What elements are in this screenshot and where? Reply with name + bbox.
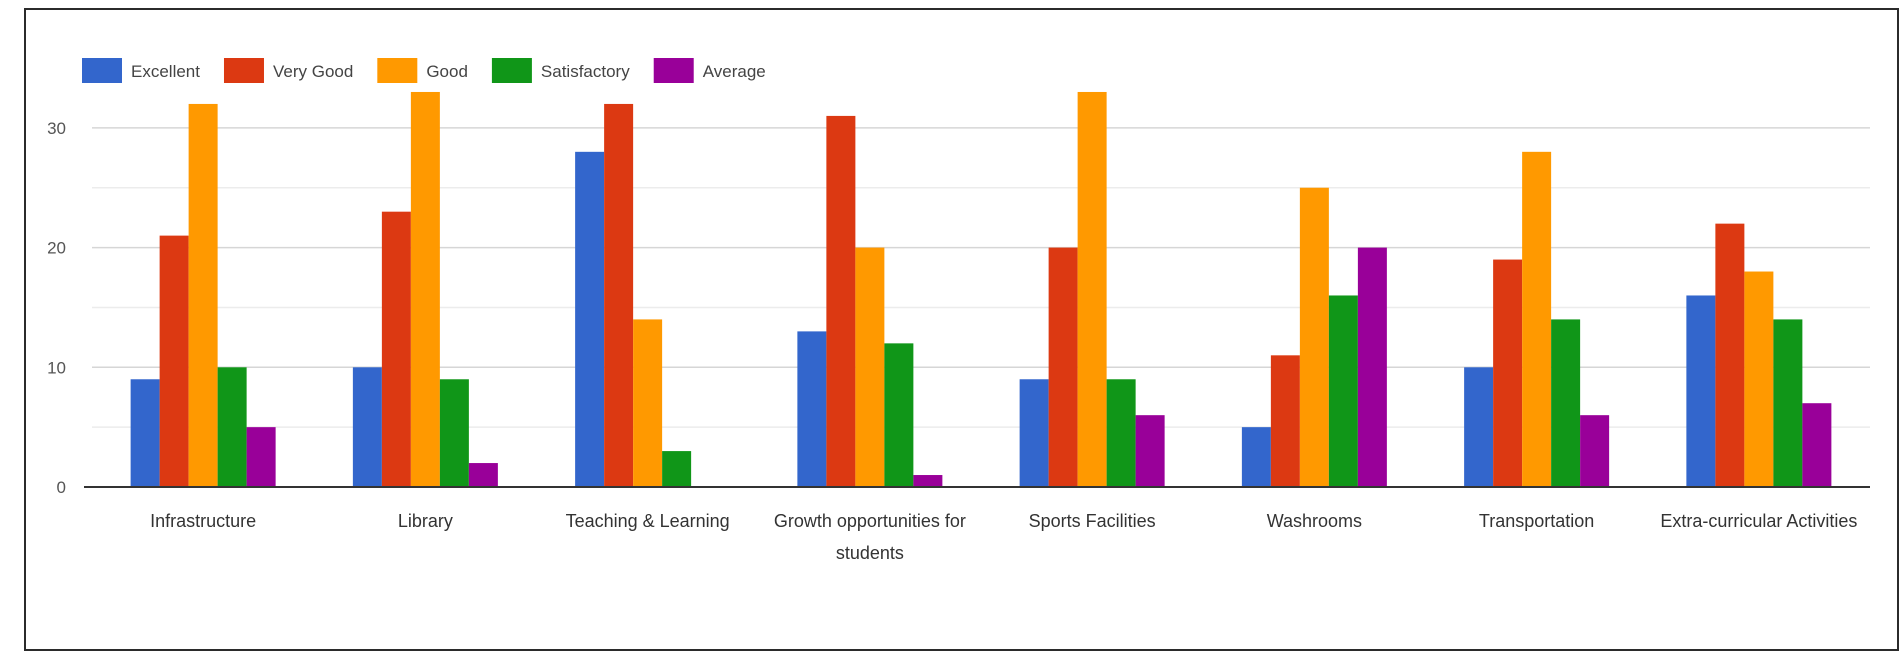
bar [1580, 415, 1610, 487]
legend-label: Good [426, 62, 468, 81]
x-tick-label: Extra-curricular Activities [1660, 511, 1857, 531]
bar [604, 103, 634, 488]
bar [468, 463, 498, 487]
chart-frame [24, 8, 1899, 651]
bar [439, 379, 469, 487]
bar [188, 103, 218, 488]
legend-item: Very Good [223, 58, 353, 83]
bar [1493, 259, 1523, 487]
x-tick-label: Transportation [1479, 511, 1594, 531]
bar [130, 379, 160, 487]
bars [130, 91, 1832, 488]
legend-label: Very Good [273, 62, 353, 81]
bar [1299, 187, 1329, 487]
bar [1135, 415, 1165, 487]
legend-swatch [491, 58, 532, 83]
bar [1744, 271, 1774, 487]
y-axis-ticks: 0 10 20 30 [47, 119, 66, 497]
bar [913, 475, 943, 487]
bar [1802, 403, 1832, 487]
x-tick-label: Sports Facilities [1029, 511, 1156, 531]
bar [1019, 379, 1049, 487]
y-tick-label: 10 [47, 358, 66, 377]
bar [352, 367, 382, 487]
bar [855, 247, 885, 487]
legend-swatch [653, 58, 694, 83]
legend-swatch [377, 58, 418, 83]
y-tick-label: 20 [47, 239, 66, 258]
bar [1715, 223, 1745, 487]
legend: Excellent Very Good Good Satisfactory Averag… [82, 58, 766, 83]
bar [410, 91, 440, 488]
bar [1328, 295, 1358, 487]
x-tick-label: Growth opportunities for [774, 511, 966, 531]
x-tick-label: Teaching & Learning [566, 511, 730, 531]
y-tick-label: 30 [47, 119, 66, 138]
bar [1551, 319, 1581, 487]
bar [1048, 247, 1078, 487]
bar [1270, 355, 1300, 487]
legend-item: Satisfactory [491, 58, 630, 83]
bar [217, 367, 247, 487]
bar [1077, 91, 1107, 488]
bar [662, 451, 692, 487]
legend-item: Average [653, 58, 766, 83]
bar [575, 151, 605, 487]
category-labels: Infrastructure Library Teaching & Learning… [150, 511, 1857, 563]
bar [826, 115, 856, 487]
x-tick-label: students [836, 543, 904, 563]
bar [1464, 367, 1494, 487]
legend-label: Average [703, 62, 766, 81]
x-tick-label: Infrastructure [150, 511, 256, 531]
x-tick-label: Washrooms [1267, 511, 1362, 531]
bar [381, 211, 411, 488]
bar [884, 343, 914, 487]
legend-swatch [82, 58, 122, 83]
bar [1522, 151, 1552, 487]
bar [159, 235, 189, 487]
bar [633, 319, 663, 487]
legend-label: Excellent [131, 62, 200, 81]
legend-item: Good [377, 58, 468, 83]
legend-item: Excellent [82, 58, 200, 83]
x-tick-label: Library [398, 511, 453, 531]
y-tick-label: 0 [57, 478, 66, 497]
bar [1773, 319, 1803, 487]
bar [1241, 427, 1271, 487]
bar [246, 427, 276, 487]
bar [797, 331, 827, 487]
bar [1106, 379, 1136, 487]
legend-swatch [223, 58, 264, 83]
bar [1357, 247, 1387, 487]
legend-label: Satisfactory [541, 62, 630, 81]
bar [1686, 295, 1716, 487]
